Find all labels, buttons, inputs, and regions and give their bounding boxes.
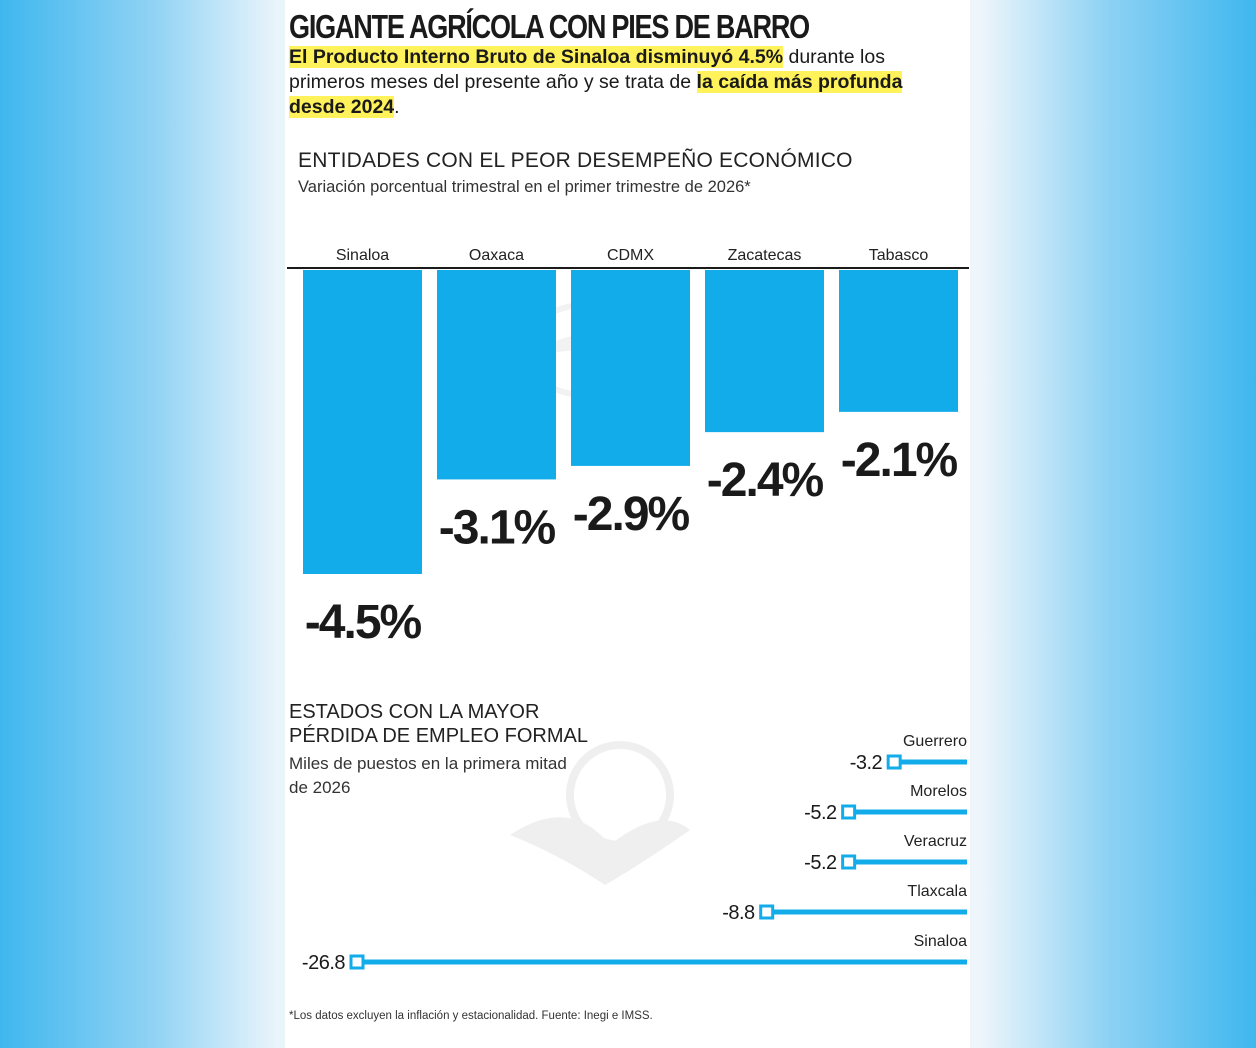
bar-value-tabasco: -2.1% xyxy=(841,434,958,487)
lead-paragraph: El Producto Interno Bruto de Sinaloa dis… xyxy=(289,45,964,120)
employment-state-veracruz: Veracruz xyxy=(904,833,967,850)
lead-highlight-1: El Producto Interno Bruto de Sinaloa dis… xyxy=(289,46,784,68)
bar-category-tabasco: Tabasco xyxy=(869,247,929,264)
employment-lollipop-chart: Guerrero -3.2 Morelos -5.2 Veracruz -5.2 Tlaxc… xyxy=(302,733,967,974)
employment-state-tlaxcala: Tlaxcala xyxy=(907,883,967,900)
bar-value-zacatecas: -2.4% xyxy=(707,454,824,507)
bar-category-cdmx: CDMX xyxy=(607,247,654,264)
employment-state-sinaloa: Sinaloa xyxy=(914,933,967,950)
employment-chart-subtitle: Miles de puestos en la primera mitad de … xyxy=(289,754,567,797)
bar-value-sinaloa: -4.5% xyxy=(305,596,422,649)
bar-category-oaxaca: Oaxaca xyxy=(469,247,524,264)
bar-chart-subtitle: Variación porcentual trimestral en el pr… xyxy=(298,178,751,196)
infographic-card: GIGANTE AGRÍCOLA CON PIES DE BARRO El Pr… xyxy=(285,0,970,1048)
lead-text-1: durante los primeros meses del presente … xyxy=(289,46,885,93)
bar-category-zacatecas: Zacatecas xyxy=(728,247,802,264)
eagle-seal-watermark-icon xyxy=(510,741,690,885)
employment-value-veracruz: -5.2 xyxy=(804,852,837,874)
employment-value-morelos: -5.2 xyxy=(804,802,837,824)
employment-marker-sinaloa xyxy=(349,954,365,970)
lead-text-2: . xyxy=(394,96,400,118)
bar-chart-title: ENTIDADES CON EL PEOR DESEMPEÑO ECONÓMIC… xyxy=(298,149,853,172)
bar-oaxaca xyxy=(437,270,556,480)
bar-sinaloa xyxy=(303,270,422,574)
employment-marker-morelos xyxy=(841,804,857,820)
employment-marker-guerrero xyxy=(886,754,902,770)
employment-state-guerrero: Guerrero xyxy=(903,733,967,750)
employment-marker-veracruz xyxy=(841,854,857,870)
employment-value-guerrero: -3.2 xyxy=(850,752,883,774)
bar-value-cdmx: -2.9% xyxy=(573,488,690,541)
footnote: *Los datos excluyen la inflación y estac… xyxy=(289,1010,653,1022)
employment-value-tlaxcala: -8.8 xyxy=(722,902,755,924)
bar-tabasco xyxy=(839,270,958,412)
bar-category-sinaloa: Sinaloa xyxy=(336,247,389,264)
bar-zacatecas xyxy=(705,270,824,433)
gdp-bar-chart: Sinaloa -4.5% Oaxaca -3.1% CDMX -2.9% Zacateca… xyxy=(287,247,969,649)
employment-state-morelos: Morelos xyxy=(910,783,967,800)
bar-cdmx xyxy=(571,270,690,466)
headline: GIGANTE AGRÍCOLA CON PIES DE BARRO xyxy=(289,8,810,45)
employment-marker-tlaxcala xyxy=(759,904,775,920)
bar-value-oaxaca: -3.1% xyxy=(439,501,556,554)
employment-value-sinaloa: -26.8 xyxy=(302,952,345,974)
employment-chart-title: ESTADOS CON LA MAYOR PÉRDIDA DE EMPLEO F… xyxy=(289,701,588,747)
